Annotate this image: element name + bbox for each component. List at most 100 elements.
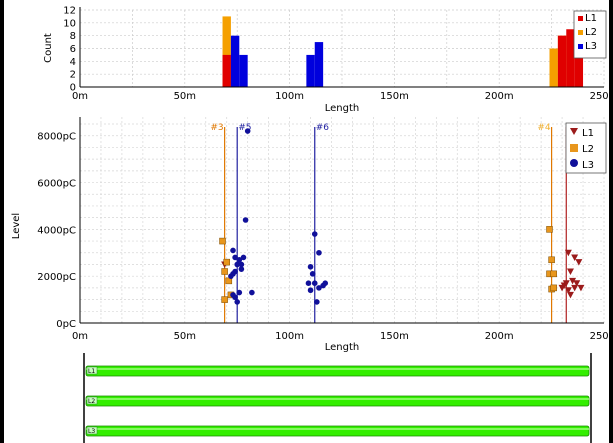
bar-l3 <box>230 35 240 87</box>
x-tick-label: 100m <box>275 91 304 102</box>
point-l2 <box>221 296 228 303</box>
point-l3 <box>238 261 245 268</box>
point-l3 <box>232 294 238 301</box>
point-l2 <box>548 256 555 264</box>
point-l3 <box>249 289 255 296</box>
point-l3 <box>244 128 251 134</box>
x-tick-label: 200m <box>485 91 514 102</box>
point-l1 <box>564 249 572 257</box>
y-tick-label: 2 <box>70 70 76 81</box>
point-l3 <box>230 247 236 254</box>
lane-tag <box>86 366 98 375</box>
point-l3 <box>242 217 249 223</box>
x-axis-label: Length <box>325 103 360 114</box>
point-l3 <box>307 264 314 270</box>
x-tick-label: 250m <box>590 91 609 102</box>
point-l1 <box>566 268 574 275</box>
x-tick-label: 250m <box>590 331 609 342</box>
x-tick-label: 100m <box>275 331 304 342</box>
bar-l1 <box>574 35 584 87</box>
point-l1 <box>566 291 574 299</box>
legend-swatch-l1 <box>570 128 578 135</box>
bar-l3 <box>314 42 324 87</box>
y-tick-label: 4 <box>70 57 76 68</box>
y-axis-label: Level <box>11 213 22 239</box>
y-tick-label: 2000pC <box>37 272 76 283</box>
point-l1 <box>571 254 579 261</box>
point-l3 <box>311 280 318 287</box>
point-l3 <box>236 289 243 296</box>
legend-swatch-l3 <box>570 159 578 167</box>
lane-bar <box>85 395 590 407</box>
legend-label: L1 <box>585 13 597 24</box>
marker-label: #4 <box>537 123 551 133</box>
x-tick-label: 0m <box>72 91 88 102</box>
y-tick-label: 8000pC <box>37 132 76 143</box>
x-tick-label: 50m <box>174 91 196 102</box>
marker-label: #3 <box>210 123 223 133</box>
x-axis-label: Length <box>325 342 360 353</box>
point-l3 <box>316 285 322 291</box>
point-l1 <box>569 277 577 285</box>
lane-tag <box>86 426 98 435</box>
point-l3 <box>311 231 318 237</box>
y-tick-label: 6 <box>70 44 76 55</box>
point-l2 <box>223 258 230 266</box>
legend-label: L3 <box>585 41 597 52</box>
y-tick-label: 0pC <box>56 319 76 330</box>
point-l3 <box>234 299 240 305</box>
x-tick-label: 0m <box>72 331 88 342</box>
x-tick-label: 200m <box>485 331 514 342</box>
legend-label: L3 <box>582 160 594 171</box>
bar-l1 <box>566 29 575 87</box>
point-l1 <box>571 284 579 292</box>
x-tick-label: 150m <box>380 91 409 102</box>
legend-swatch-l2 <box>570 144 578 152</box>
x-tick-label: 150m <box>380 331 409 342</box>
point-l2 <box>550 284 557 292</box>
y-tick-label: 10 <box>63 18 76 29</box>
lane-bar <box>85 425 590 437</box>
y-tick-label: 8 <box>70 31 76 42</box>
y-tick-label: 6000pC <box>37 179 76 190</box>
point-l1 <box>575 259 583 266</box>
point-l3 <box>234 261 240 268</box>
point-l3 <box>309 271 316 277</box>
point-l3 <box>228 273 234 279</box>
point-l3 <box>232 254 238 261</box>
bar-l2 <box>222 16 231 88</box>
y-tick-label: 4000pC <box>37 225 76 236</box>
marker-label: #5 <box>238 123 251 133</box>
bar-l1 <box>222 54 231 87</box>
lane-view: L1 L2 L3 <box>83 353 592 443</box>
point-l3 <box>316 249 322 256</box>
point-l2 <box>550 270 557 278</box>
point-l3 <box>314 299 320 305</box>
bar-l1 <box>557 35 567 87</box>
point-l2 <box>546 226 553 233</box>
lane-label: L3 <box>88 428 95 435</box>
point-l1 <box>564 287 572 294</box>
point-l3 <box>236 256 243 263</box>
legend-swatch-l2 <box>578 30 583 35</box>
bar-l3 <box>239 54 248 87</box>
point-l1 <box>558 284 566 292</box>
legend-swatch-l1 <box>578 16 583 21</box>
point-l3 <box>238 266 245 272</box>
lane-label: L2 <box>88 398 95 405</box>
lane-label: L1 <box>88 368 95 375</box>
y-tick-label: 12 <box>63 6 76 17</box>
y-axis-label: Count <box>43 33 54 63</box>
x-tick-label: 50m <box>174 331 196 342</box>
scatter-chart: 0pC 2000pC 4000pC 6000pC 8000pC 0m 50m 100m 150m… <box>11 117 609 353</box>
legend-label: L2 <box>585 27 597 38</box>
bar-l3 <box>306 54 315 87</box>
legend-label: L1 <box>582 128 594 139</box>
point-l1 <box>562 280 570 287</box>
point-l2 <box>219 237 226 245</box>
bar-l2 <box>549 48 558 87</box>
point-l1 <box>577 284 585 292</box>
